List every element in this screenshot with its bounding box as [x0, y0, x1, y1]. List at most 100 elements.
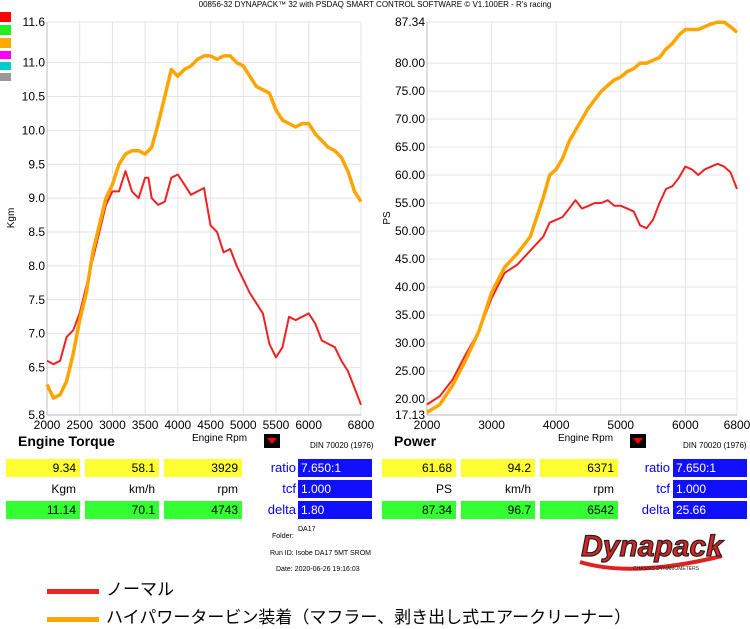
- y-tick-label: 7.0: [28, 327, 45, 341]
- legend-swatch-normal: [47, 589, 99, 594]
- x-tick-label: 4000: [543, 418, 570, 432]
- y-tick-label: 80.00: [395, 56, 425, 70]
- y-tick-label: 8.5: [28, 225, 45, 239]
- series-line-hipower: [45, 54, 363, 400]
- max-rpm-cell: 4743: [164, 501, 242, 519]
- power-value-cell: 61.68: [382, 459, 456, 477]
- y-tick-label: 20.00: [395, 392, 425, 406]
- unit-label: km/h: [128, 482, 155, 496]
- dynapack-logo: Dynapack CHASSIS DYNAMOMETERS: [579, 529, 725, 572]
- x-tick-label: 2000: [414, 418, 441, 432]
- delta-field[interactable]: 1.80: [298, 501, 372, 519]
- y-tick-label: 10.5: [22, 90, 46, 104]
- tcf-field[interactable]: 1.000: [298, 480, 372, 498]
- y-tick-label: 9.0: [28, 191, 45, 205]
- y-tick-label: 55.00: [395, 196, 425, 210]
- ratio-field[interactable]: 7.650:1: [673, 459, 747, 477]
- torque-value-cell: 9.34: [6, 459, 80, 477]
- logo-tagline: CHASSIS DYNAMOMETERS: [633, 566, 700, 572]
- y-tick-label: 35.00: [395, 308, 425, 322]
- x-tick-label: 5000: [230, 418, 257, 432]
- x-tick-label: 3500: [132, 418, 159, 432]
- power-rpm-dropdown[interactable]: [630, 434, 646, 448]
- x-tick-label: 6800: [348, 418, 375, 432]
- x-tick-label: 3000: [478, 418, 505, 432]
- legend-swatch-hipower: [47, 617, 99, 622]
- speed-value-cell: 94.2: [461, 459, 535, 477]
- series-line-hipower: [426, 20, 739, 414]
- unit-label: rpm: [593, 482, 614, 496]
- rpm-value-cell: 6371: [540, 459, 618, 477]
- x-tick-label: 4500: [197, 418, 224, 432]
- legend-label-hipower: ハイパワータービン装着（マフラー、剥き出し式エアークリーナー）: [106, 608, 632, 627]
- y-tick-label: 11.6: [23, 15, 46, 29]
- chevron-down-icon: [267, 438, 277, 444]
- series-color-chip[interactable]: [0, 62, 11, 70]
- tcf-field[interactable]: 1.000: [673, 480, 747, 498]
- y-tick-label: 11.0: [23, 56, 46, 70]
- delta-field[interactable]: 25.66: [673, 501, 747, 519]
- delta-label: delta: [641, 502, 670, 517]
- x-tick-label: 5500: [263, 418, 290, 432]
- x-tick-label: 6000: [672, 418, 699, 432]
- x-tick-label: 4000: [164, 418, 191, 432]
- series-color-chip[interactable]: [0, 73, 11, 81]
- y-tick-label: 87.34: [395, 15, 425, 29]
- run-folder: Folder:: [272, 533, 294, 540]
- unit-label: PS: [435, 482, 452, 496]
- max-torque-cell: 11.14: [6, 501, 80, 519]
- series-color-chip[interactable]: [0, 25, 11, 35]
- x-tick-label: 6000: [295, 418, 322, 432]
- x-tick-label: 5000: [607, 418, 634, 432]
- torque-ylabel: Kgm: [6, 208, 17, 229]
- rpm-value-cell: 3929: [164, 459, 242, 477]
- run-date: Date: 2020-06-26 19:16:03: [276, 566, 360, 573]
- x-tick-label: 6800: [724, 418, 750, 432]
- max-rpm-cell: 6542: [540, 501, 618, 519]
- y-tick-label: 50.00: [395, 224, 425, 238]
- tcf-label: tcf: [656, 481, 670, 496]
- unit-label: Kgm: [51, 482, 76, 496]
- x-tick-label: 2500: [66, 418, 93, 432]
- y-tick-label: 25.00: [395, 364, 425, 378]
- y-tick-label: 7.5: [28, 293, 45, 307]
- y-tick-label: 8.0: [28, 259, 45, 273]
- y-tick-label: 60.00: [395, 168, 425, 182]
- torque-title: Engine Torque: [18, 433, 115, 449]
- max-power-cell: 87.34: [382, 501, 456, 519]
- max-speed-cell: 70.1: [85, 501, 159, 519]
- ratio-label: ratio: [270, 460, 296, 475]
- y-tick-label: 6.5: [28, 361, 45, 375]
- torque-din-note: DIN 70020 (1976): [310, 441, 374, 450]
- power-title: Power: [394, 433, 437, 449]
- series-color-chip[interactable]: [0, 12, 11, 22]
- torque-chart: 2000 2500 3000 3500 4000 4500 5000 5500 6000 6800…: [6, 15, 375, 432]
- y-tick-label: 70.00: [395, 112, 425, 126]
- power-xlabel: Engine Rpm: [558, 433, 614, 444]
- delta-label: delta: [267, 502, 296, 517]
- chevron-down-icon: [633, 438, 643, 444]
- y-tick-label: 65.00: [395, 140, 425, 154]
- power-chart: 2000 3000 4000 5000 6000 6800 17.13 20.00 25.00 3…: [382, 15, 750, 432]
- unit-label: rpm: [217, 482, 238, 496]
- y-tick-label: 30.00: [395, 336, 425, 350]
- torque-xlabel: Engine Rpm: [192, 433, 248, 444]
- tcf-label: tcf: [282, 481, 296, 496]
- window-title: 00856-32 DYNAPACK™ 32 with PSDAQ SMART C…: [198, 0, 552, 9]
- max-speed-cell: 96.7: [461, 501, 535, 519]
- run-file-name: DA17: [298, 526, 316, 533]
- ratio-field[interactable]: 7.650:1: [298, 459, 372, 477]
- x-tick-label: 3000: [99, 418, 126, 432]
- series-color-chip[interactable]: [0, 51, 11, 59]
- y-tick-label: 17.13: [395, 408, 425, 422]
- torque-rpm-dropdown[interactable]: [264, 434, 280, 448]
- ratio-label: ratio: [644, 460, 670, 475]
- power-din-note: DIN 70020 (1976): [683, 441, 747, 450]
- run-id: Run ID: Isobe DA17 5MT SROM: [270, 550, 372, 557]
- y-tick-label: 40.00: [395, 280, 425, 294]
- y-tick-label: 10.0: [22, 123, 46, 137]
- speed-value-cell: 58.1: [85, 459, 159, 477]
- y-tick-label: 45.00: [395, 252, 425, 266]
- legend-label-normal: ノーマル: [106, 580, 174, 599]
- series-color-chip[interactable]: [0, 38, 11, 48]
